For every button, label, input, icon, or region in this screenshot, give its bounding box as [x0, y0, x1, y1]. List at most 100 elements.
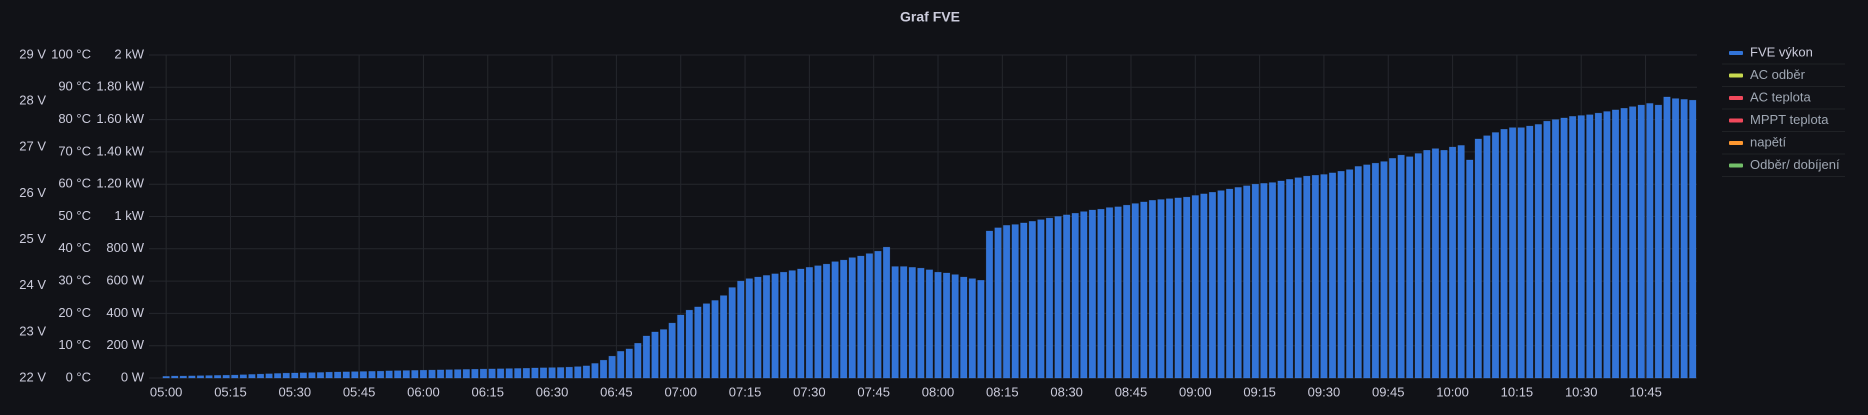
- bar: [1140, 201, 1148, 379]
- bar: [1037, 219, 1045, 379]
- bar: [694, 306, 702, 379]
- bar: [488, 368, 496, 379]
- bar: [1303, 175, 1311, 379]
- x-tick-label: 10:30: [1565, 384, 1598, 399]
- bar: [968, 278, 976, 379]
- bar: [282, 372, 290, 379]
- bar: [917, 267, 925, 379]
- bar: [479, 368, 488, 379]
- x-tick-label: 06:15: [471, 384, 504, 399]
- y2-tick-label: 50 °C: [58, 208, 91, 223]
- bar: [977, 279, 985, 379]
- x-tick-label: 09:00: [1179, 384, 1212, 399]
- bar: [1157, 199, 1165, 379]
- x-tick-label: 07:15: [729, 384, 762, 399]
- bar: [394, 370, 402, 379]
- bar: [1166, 198, 1174, 379]
- bar: [334, 371, 342, 379]
- bar: [522, 368, 530, 379]
- bar: [214, 375, 222, 379]
- y2-tick-label: 90 °C: [58, 79, 91, 94]
- bar: [1320, 174, 1328, 379]
- y-tick-label: 1.40 kW: [96, 143, 144, 158]
- bar: [514, 368, 522, 379]
- bar: [985, 230, 994, 379]
- y3-tick-label: 29 V: [19, 46, 46, 61]
- bar: [1637, 104, 1645, 379]
- bar: [1543, 120, 1551, 379]
- bar: [1491, 132, 1500, 379]
- bar: [1294, 177, 1302, 379]
- legend-label[interactable]: MPPT teplota: [1750, 112, 1829, 127]
- bar: [660, 329, 668, 379]
- y2-tick-label: 10 °C: [58, 337, 91, 352]
- bar: [179, 375, 187, 379]
- bar: [1380, 161, 1388, 379]
- bar: [1560, 117, 1568, 379]
- bar: [1689, 99, 1697, 379]
- bar: [222, 374, 230, 379]
- bar: [1594, 112, 1602, 379]
- legend-label[interactable]: AC odběr: [1750, 67, 1806, 82]
- y3-tick-label: 22 V: [19, 369, 46, 384]
- x-tick-label: 09:15: [1243, 384, 1276, 399]
- bar: [325, 371, 333, 379]
- y3-tick-label: 27 V: [19, 139, 46, 154]
- bar: [711, 300, 719, 379]
- bar: [376, 370, 385, 379]
- bar: [1217, 190, 1225, 379]
- bar: [1260, 183, 1268, 379]
- bar: [1063, 214, 1071, 379]
- bar: [1028, 221, 1036, 379]
- legend-label[interactable]: FVE výkon: [1750, 44, 1813, 59]
- x-tick-label: 05:45: [343, 384, 376, 399]
- bar: [1406, 156, 1414, 379]
- bar: [539, 367, 548, 379]
- bar: [574, 366, 582, 379]
- x-tick-label: 08:00: [922, 384, 955, 399]
- y2-tick-label: 30 °C: [58, 273, 91, 288]
- bar: [599, 359, 608, 379]
- chart-title: Graf FVE: [900, 9, 960, 25]
- bar: [1431, 148, 1439, 379]
- bar: [1603, 111, 1611, 379]
- bar: [1672, 98, 1680, 379]
- bar: [1354, 166, 1362, 379]
- bar: [196, 375, 205, 379]
- bar: [1663, 96, 1671, 379]
- bar: [557, 367, 565, 379]
- bar: [668, 322, 676, 379]
- bar: [1114, 206, 1122, 379]
- bar: [1243, 185, 1251, 379]
- bar: [925, 269, 933, 379]
- bar: [1337, 170, 1345, 379]
- y2-tick-label: 60 °C: [58, 176, 91, 191]
- bar: [1088, 209, 1096, 379]
- bar: [445, 369, 453, 379]
- bar: [1191, 195, 1199, 379]
- bar: [1148, 200, 1156, 379]
- bar: [188, 375, 196, 379]
- y-tick-label: 400 W: [106, 305, 144, 320]
- y2-tick-label: 70 °C: [58, 143, 91, 158]
- bar: [908, 267, 916, 379]
- bar: [454, 369, 462, 379]
- y-tick-label: 1 kW: [114, 208, 144, 223]
- bar: [1577, 115, 1585, 379]
- bar: [1363, 164, 1371, 379]
- legend-swatch: [1729, 141, 1743, 145]
- legend-label[interactable]: AC teplota: [1750, 89, 1811, 104]
- bar: [591, 363, 599, 379]
- bar: [1371, 162, 1379, 379]
- bar: [677, 314, 685, 379]
- bar: [256, 373, 265, 379]
- bar: [702, 303, 711, 379]
- bar: [617, 351, 625, 379]
- bar: [1569, 116, 1577, 379]
- bar: [737, 280, 745, 379]
- bar: [1654, 104, 1662, 379]
- bar: [900, 266, 908, 379]
- legend-label[interactable]: Odběr/ dobíjení: [1750, 157, 1840, 172]
- legend-label[interactable]: napětí: [1750, 134, 1787, 149]
- bar: [308, 372, 316, 379]
